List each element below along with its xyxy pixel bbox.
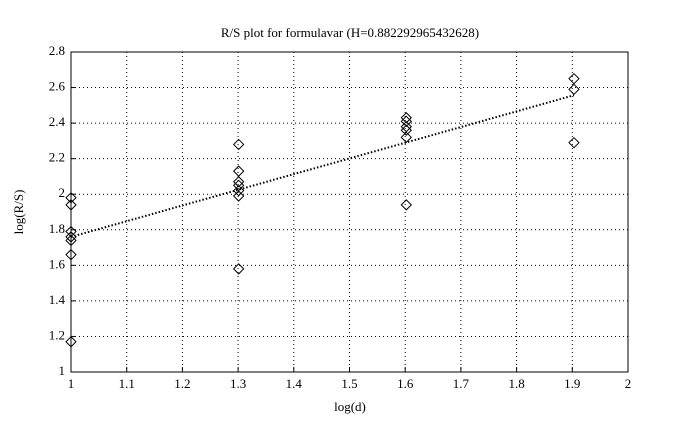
y-tick-label: 1.8 [49, 221, 65, 236]
y-tick-label: 1.2 [49, 327, 65, 342]
x-tick-label: 2 [625, 376, 632, 391]
data-point [568, 136, 580, 149]
x-tick-label: 1.6 [397, 376, 414, 391]
x-tick-label: 1 [68, 376, 75, 391]
data-point [232, 190, 245, 202]
data-point [232, 176, 245, 188]
data-point [400, 112, 413, 124]
y-tick-label: 1.6 [49, 256, 66, 271]
x-tick-label: 1.5 [341, 376, 357, 391]
y-tick-label: 2 [59, 185, 66, 200]
data-point [568, 83, 580, 96]
x-tick-label: 1.4 [286, 376, 303, 391]
y-axis-label: log(R/S) [11, 190, 26, 235]
data-point [400, 199, 413, 211]
data-point [232, 138, 245, 151]
y-tick-label: 1.4 [49, 292, 66, 307]
chart-title: R/S plot for formulavar (H=0.88229296543… [221, 25, 479, 40]
data-point [400, 131, 413, 144]
x-tick-label: 1.1 [119, 376, 135, 391]
data-point [400, 115, 413, 128]
data-point [400, 124, 413, 136]
x-axis-label: log(d) [334, 399, 366, 414]
x-tick-label: 1.3 [230, 376, 246, 391]
data-point [65, 234, 77, 247]
data-point [232, 184, 245, 197]
y-tick-label: 2.2 [49, 150, 65, 165]
plot-frame [70, 51, 629, 373]
y-tick-label: 2.8 [49, 43, 65, 58]
y-tick-label: 2.4 [49, 114, 66, 129]
y-tick-label: 1 [59, 363, 66, 378]
data-point [65, 192, 77, 204]
data-point [65, 199, 77, 211]
x-tick-label: 1.2 [174, 376, 190, 391]
x-tick-label: 1.8 [508, 376, 524, 391]
y-tick-label: 2.6 [49, 79, 66, 94]
x-tick-label: 1.7 [453, 376, 470, 391]
data-point [65, 248, 77, 261]
x-tick-label: 1.9 [564, 376, 580, 391]
data-point [232, 263, 245, 275]
data-point [65, 336, 77, 348]
fit-line [70, 94, 575, 238]
